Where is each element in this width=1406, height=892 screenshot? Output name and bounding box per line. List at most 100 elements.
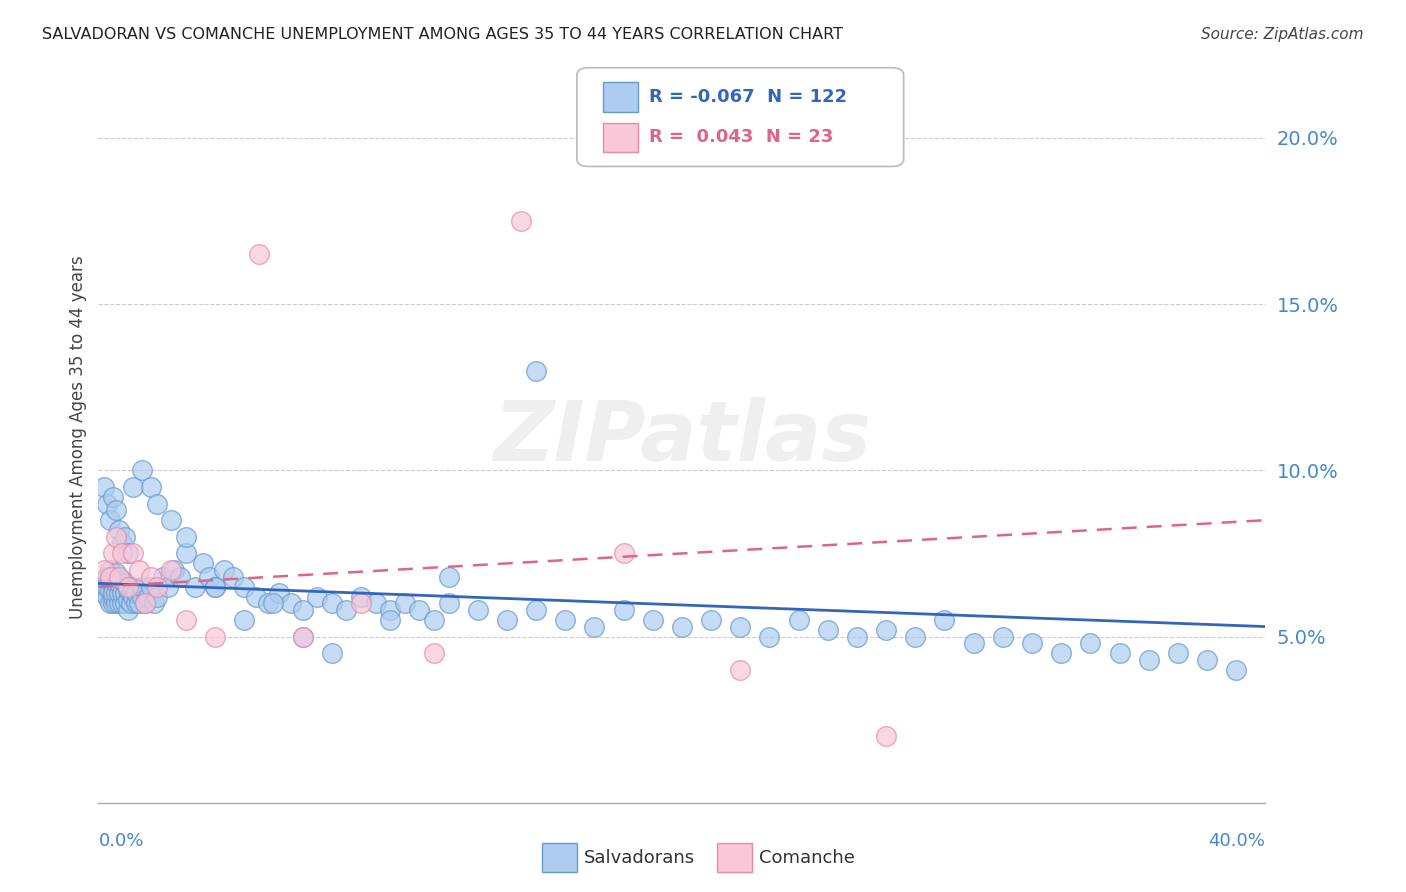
Point — [408, 603, 430, 617]
Point — [758, 630, 780, 644]
Point — [117, 582, 139, 597]
Point — [1195, 653, 1218, 667]
Point — [233, 613, 256, 627]
Point — [125, 586, 148, 600]
Point — [160, 513, 183, 527]
Point — [380, 613, 402, 627]
FancyBboxPatch shape — [717, 843, 752, 872]
Point — [104, 586, 127, 600]
Point — [117, 603, 139, 617]
Point — [204, 580, 226, 594]
Point — [1050, 646, 1073, 660]
Point — [437, 570, 460, 584]
Text: R = -0.067  N = 122: R = -0.067 N = 122 — [650, 88, 848, 106]
Point — [350, 596, 373, 610]
Point — [174, 546, 197, 560]
Point — [612, 546, 634, 560]
Text: Salvadorans: Salvadorans — [583, 848, 695, 867]
Point — [142, 596, 165, 610]
Point — [730, 619, 752, 633]
Point — [101, 546, 124, 560]
Point — [510, 214, 533, 228]
Point — [437, 596, 460, 610]
Point — [122, 480, 145, 494]
Point — [108, 586, 131, 600]
Point — [262, 596, 284, 610]
Point — [280, 596, 302, 610]
Point — [104, 530, 127, 544]
Point — [1108, 646, 1130, 660]
Text: 40.0%: 40.0% — [1209, 832, 1265, 850]
Point — [612, 603, 634, 617]
Point — [1021, 636, 1043, 650]
Point — [93, 573, 115, 587]
Point — [117, 580, 139, 594]
Text: 0.0%: 0.0% — [98, 832, 143, 850]
Point — [104, 596, 127, 610]
Point — [134, 596, 156, 610]
Point — [98, 513, 121, 527]
Point — [111, 573, 134, 587]
Point — [364, 596, 387, 610]
Point — [221, 570, 243, 584]
Point — [146, 497, 169, 511]
Point — [554, 613, 576, 627]
Point — [1225, 663, 1247, 677]
Point — [122, 590, 145, 604]
Point — [122, 580, 145, 594]
Point — [583, 619, 606, 633]
Point — [193, 557, 215, 571]
Point — [730, 663, 752, 677]
Point — [111, 546, 134, 560]
Point — [157, 580, 180, 594]
Point — [101, 596, 124, 610]
Point — [104, 576, 127, 591]
FancyBboxPatch shape — [603, 82, 637, 112]
Point — [134, 596, 156, 610]
Point — [671, 619, 693, 633]
FancyBboxPatch shape — [576, 68, 904, 167]
Point — [101, 586, 124, 600]
Point — [787, 613, 810, 627]
Point — [875, 623, 897, 637]
Point — [991, 630, 1014, 644]
Point — [98, 596, 121, 610]
Point — [114, 530, 136, 544]
Point — [131, 463, 153, 477]
Point — [108, 570, 131, 584]
Point — [247, 247, 270, 261]
Point — [291, 630, 314, 644]
Point — [98, 582, 121, 597]
Point — [120, 596, 142, 610]
Point — [350, 590, 373, 604]
Point — [496, 613, 519, 627]
Point — [131, 580, 153, 594]
Point — [380, 603, 402, 617]
Point — [139, 480, 162, 494]
Point — [139, 570, 162, 584]
Point — [817, 623, 839, 637]
Point — [962, 636, 984, 650]
Point — [152, 570, 174, 584]
Point — [934, 613, 956, 627]
Point — [114, 576, 136, 591]
Point — [93, 586, 115, 600]
Point — [104, 503, 127, 517]
Point — [122, 546, 145, 560]
Point — [423, 646, 446, 660]
Point — [204, 580, 226, 594]
Point — [90, 580, 112, 594]
Point — [125, 596, 148, 610]
Point — [524, 603, 547, 617]
Point — [139, 580, 162, 594]
Point — [111, 596, 134, 610]
Point — [101, 570, 124, 584]
Point — [174, 530, 197, 544]
Point — [1080, 636, 1102, 650]
Point — [256, 596, 278, 610]
Point — [641, 613, 664, 627]
Point — [96, 590, 118, 604]
Point — [1167, 646, 1189, 660]
Point — [160, 563, 183, 577]
Point — [93, 480, 115, 494]
